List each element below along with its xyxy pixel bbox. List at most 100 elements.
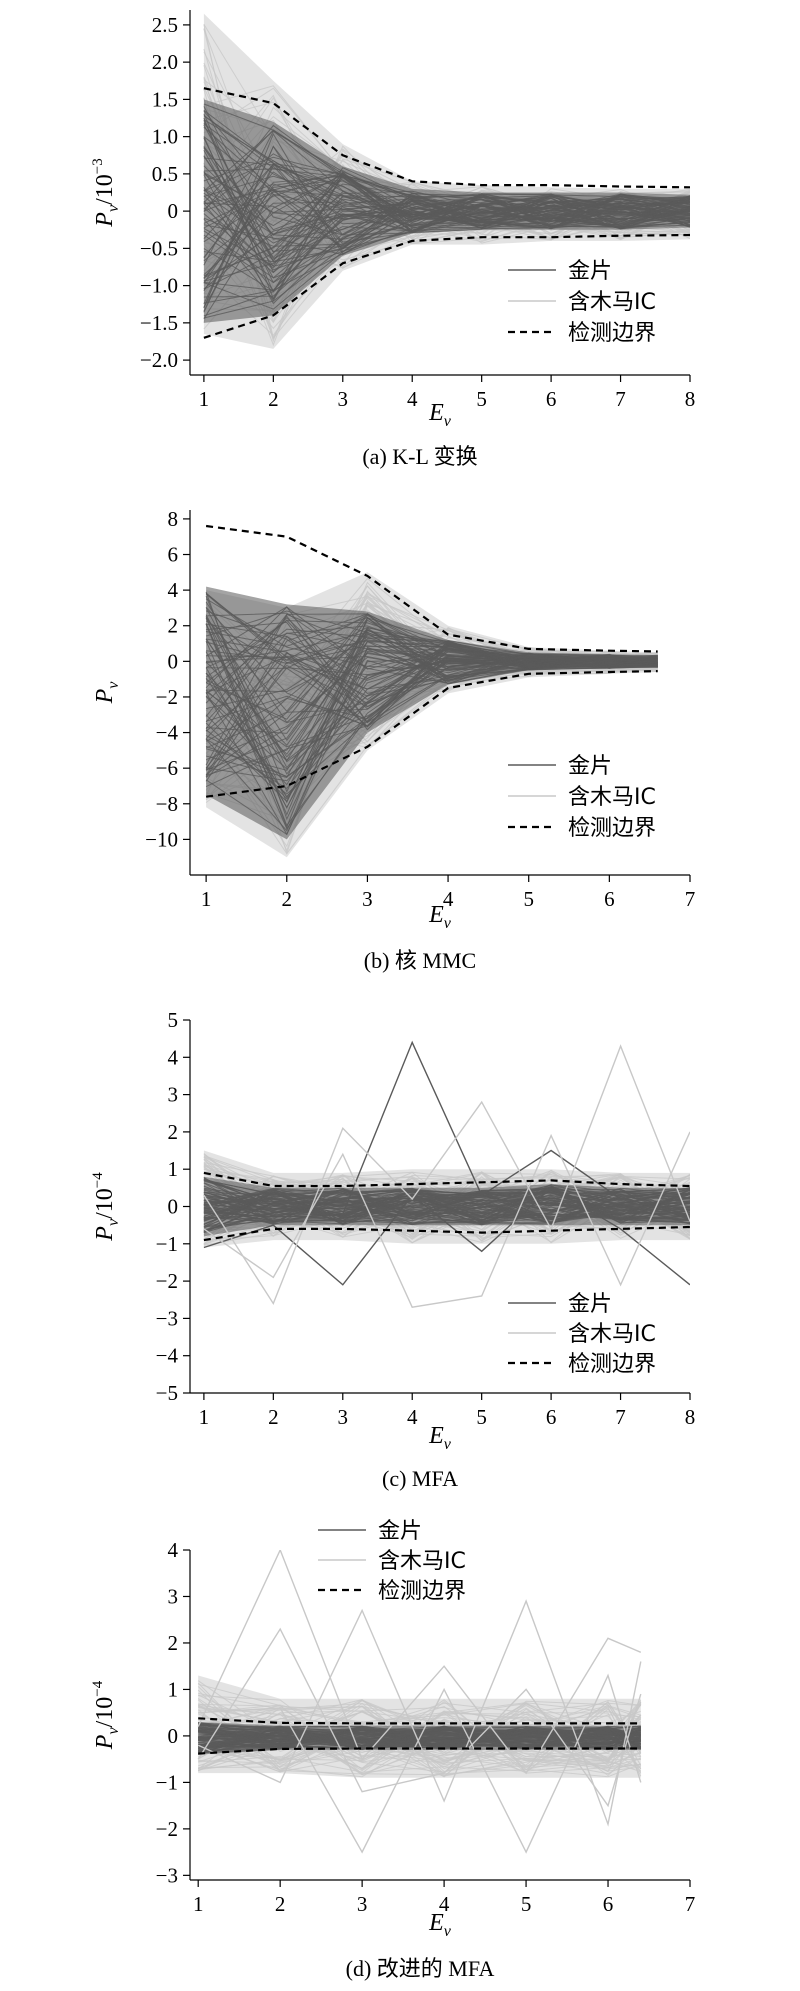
y-tick-label: 0 [168,1195,179,1219]
y-tick-label: 0 [168,1724,179,1748]
y-tick-label: −1 [156,1770,178,1794]
legend-label-gold: 金片 [568,1292,612,1317]
gold-chip-curves [205,586,658,840]
x-tick-label: 3 [338,1405,349,1429]
x-tick-label: 2 [268,1405,279,1429]
y-tick-label: −2 [156,685,178,709]
sample-curve [198,1723,641,1773]
sample-curve [206,648,658,693]
sample-curve [198,1699,641,1773]
x-tick-label: 1 [193,1892,204,1916]
chart-svg-a: −2.0 −1.5 −1.0 −0.5 0 0.5 1.0 1.5 2.0 2.5 1 2 3 4 5 6 7 8… [90,10,695,469]
outlier-curve [203,1186,690,1286]
sample-curve [205,595,658,793]
y-tick-label: 0 [168,199,179,223]
plot-area [203,1040,690,1308]
x-tick-label: 4 [443,887,454,911]
outlier-curve [203,1040,690,1215]
x-axis-label: Ev [428,1423,452,1453]
sample-curve [203,132,690,309]
y-tick-label: −2 [156,1269,178,1293]
chart-panel-d: −3 −2 −1 0 1 2 3 4 1 2 3 4 5 6 7 Ev Pv/10−4 金片 含木马IC 检测边界 (d… [0,1510,800,1991]
sample-curve [203,1188,690,1222]
legend-label-gold: 金片 [378,1519,422,1544]
y-tick-label: 1.0 [152,125,178,149]
legend-label-boundary: 检测边界 [378,1579,466,1604]
chart-panel-a: −2.0 −1.5 −1.0 −0.5 0 0.5 1.0 1.5 2.0 2.5 1 2 3 4 5 6 7 8… [0,0,800,480]
plot-area [205,524,658,858]
sample-curve [206,612,658,670]
sample-curve [203,1189,690,1224]
y-tick-label: 1 [168,1677,179,1701]
sample-curve [203,1189,690,1223]
sample-curve [203,1178,690,1225]
sample-curve [203,119,690,234]
x-tick-label: 6 [603,1892,614,1916]
x-tick-label: 7 [615,387,626,411]
sample-curve [198,1736,641,1749]
sample-curve [203,130,690,266]
chart-svg-c: −5 −4 −3 −2 −1 0 1 2 3 4 5 1 2 3 4 5 6 7 8 Ev Pv/10−4 金片含木马IC… [90,1008,695,1491]
y-tick-label: 0.5 [152,162,178,186]
plot-area [197,1550,642,1854]
x-axis-label: Ev [428,400,452,430]
x-tick-label: 6 [604,887,615,911]
x-tick-label: 7 [615,1405,626,1429]
x-tick-label: 7 [685,1892,696,1916]
y-tick-label: −3 [156,1306,178,1330]
sample-curve [205,653,658,748]
x-tick-label: 1 [201,887,212,911]
y-tick-label: 4 [168,1538,179,1562]
x-tick-label: 1 [199,387,210,411]
x-tick-label: 6 [546,1405,557,1429]
legend-label-boundary: 检测边界 [568,321,656,346]
chart-caption: (a) K-L 变换 [362,444,477,469]
sample-curve [198,1703,642,1765]
sample-curve [203,189,690,249]
outlier-curve [203,1131,690,1308]
y-tick-label: 8 [168,507,179,531]
chart-caption: (d) 改进的 MFA [346,1956,495,1981]
legend-label-trojan: 含木马IC [378,1549,466,1574]
sample-curve [198,1726,641,1752]
detection-boundary-line [198,1747,641,1755]
sample-curve [205,632,658,723]
detection-boundary-line [205,524,658,653]
y-tick-label: 2 [168,614,179,638]
y-tick-label: −3 [156,1863,178,1887]
sample-curve [203,1194,690,1227]
y-tick-label: 1.5 [152,87,178,111]
y-tick-label: 1 [168,1157,179,1181]
legend-label-trojan: 含木马IC [568,1322,656,1347]
sample-curve [203,203,690,282]
sample-curve [205,641,658,740]
x-tick-label: 3 [362,887,373,911]
y-tick-label: 4 [168,1045,179,1069]
y-tick-label: −8 [156,792,178,816]
outlier-curve [198,1673,642,1854]
sample-curve [198,1723,641,1739]
x-tick-label: 4 [407,1405,418,1429]
x-tick-label: 5 [523,887,534,911]
sample-curve [203,1188,690,1224]
y-axis-label: Pv/10−3 [90,158,122,227]
sample-curve [198,1726,641,1755]
sample-curve [203,1171,690,1236]
chart-caption: (c) MFA [382,1466,458,1491]
x-tick-label: 1 [199,1405,210,1429]
y-axis-label: Pv [92,681,122,705]
sample-curve [198,1730,642,1770]
detection-boundary-line [205,670,658,798]
y-axis-label: Pv/10−4 [90,1172,122,1242]
x-tick-label: 6 [546,387,557,411]
sample-curve [203,211,690,247]
detection-boundary-line [203,1171,690,1188]
legend-label-trojan: 含木马IC [568,785,656,810]
x-tick-label: 5 [476,1405,487,1429]
curve-band [206,586,658,840]
